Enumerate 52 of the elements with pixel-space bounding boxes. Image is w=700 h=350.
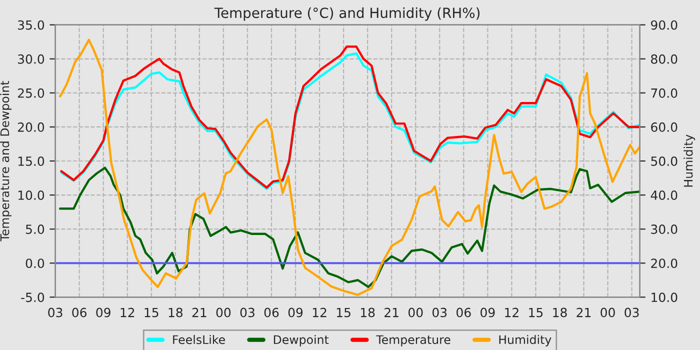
- x-tick-label: 03: [432, 308, 447, 318]
- x-tick-label: 15: [144, 308, 158, 318]
- y-tick-label: 10.0: [18, 190, 44, 200]
- y2-tick-label: 50.0: [651, 156, 678, 166]
- x-tick-label: 21: [576, 308, 591, 318]
- y-tick-label: 20.0: [18, 122, 44, 132]
- y2-tick-label: 90.0: [651, 20, 678, 30]
- x-tick-label: 03: [48, 308, 62, 318]
- legend-label: Temperature: [376, 335, 450, 346]
- x-tick-label: 21: [192, 308, 206, 318]
- x-tick-label: 00: [408, 308, 423, 318]
- y2-tick-label: 30.0: [651, 224, 678, 234]
- y-tick-label: 0.0: [26, 258, 44, 268]
- x-tick-label: 09: [480, 308, 495, 318]
- y2-tick-label: 20.0: [651, 258, 678, 268]
- x-tick-label: 12: [505, 308, 518, 318]
- legend-label: Dewpoint: [274, 334, 329, 346]
- y-axis-title: Temperature and Dewpoint: [0, 80, 12, 242]
- y2-tick-label: 40.0: [650, 190, 678, 200]
- chart-title: Temperature (°C) and Humidity (RH%): [214, 7, 480, 21]
- y-tick-label: 25.0: [18, 88, 44, 98]
- legend-label: FeelsLike: [173, 334, 225, 344]
- x-tick-label: 09: [288, 308, 303, 318]
- legend-label: Humidity: [499, 334, 552, 346]
- y-tick-label: -5.0: [21, 292, 44, 302]
- x-tick-label: 18: [168, 308, 182, 318]
- x-tick-label: 15: [529, 308, 543, 318]
- x-tick-label: 12: [120, 308, 134, 318]
- x-tick-label: 06: [72, 308, 86, 318]
- y-tick-label: 15.0: [18, 156, 44, 166]
- y-tick-label: 35.0: [18, 20, 44, 30]
- y2-axis-title: Humidity: [684, 134, 696, 187]
- y2-tick-label: 80.0: [651, 54, 678, 64]
- x-tick-label: 06: [456, 308, 471, 318]
- x-tick-label: 21: [384, 308, 398, 318]
- y-tick-label: 5.0: [26, 224, 44, 234]
- y-tick-label: 30.0: [18, 54, 44, 64]
- x-tick-label: 09: [96, 308, 110, 318]
- x-tick-label: 15: [336, 308, 350, 318]
- x-tick-label: 00: [216, 308, 231, 318]
- line-series: [58, 38, 640, 296]
- x-tick-label: 12: [312, 308, 326, 318]
- x-tick-label: 03: [624, 308, 639, 318]
- x-tick-label: 06: [264, 308, 279, 318]
- line-series: [58, 166, 640, 288]
- y2-tick-label: 60.0: [651, 122, 678, 132]
- y2-tick-label: 70.0: [651, 88, 678, 98]
- x-tick-label: 18: [553, 308, 567, 318]
- y2-tick-label: 10.0: [652, 292, 678, 302]
- x-tick-label: 03: [240, 308, 254, 318]
- x-tick-label: 18: [360, 308, 375, 318]
- x-tick-label: 00: [600, 308, 615, 318]
